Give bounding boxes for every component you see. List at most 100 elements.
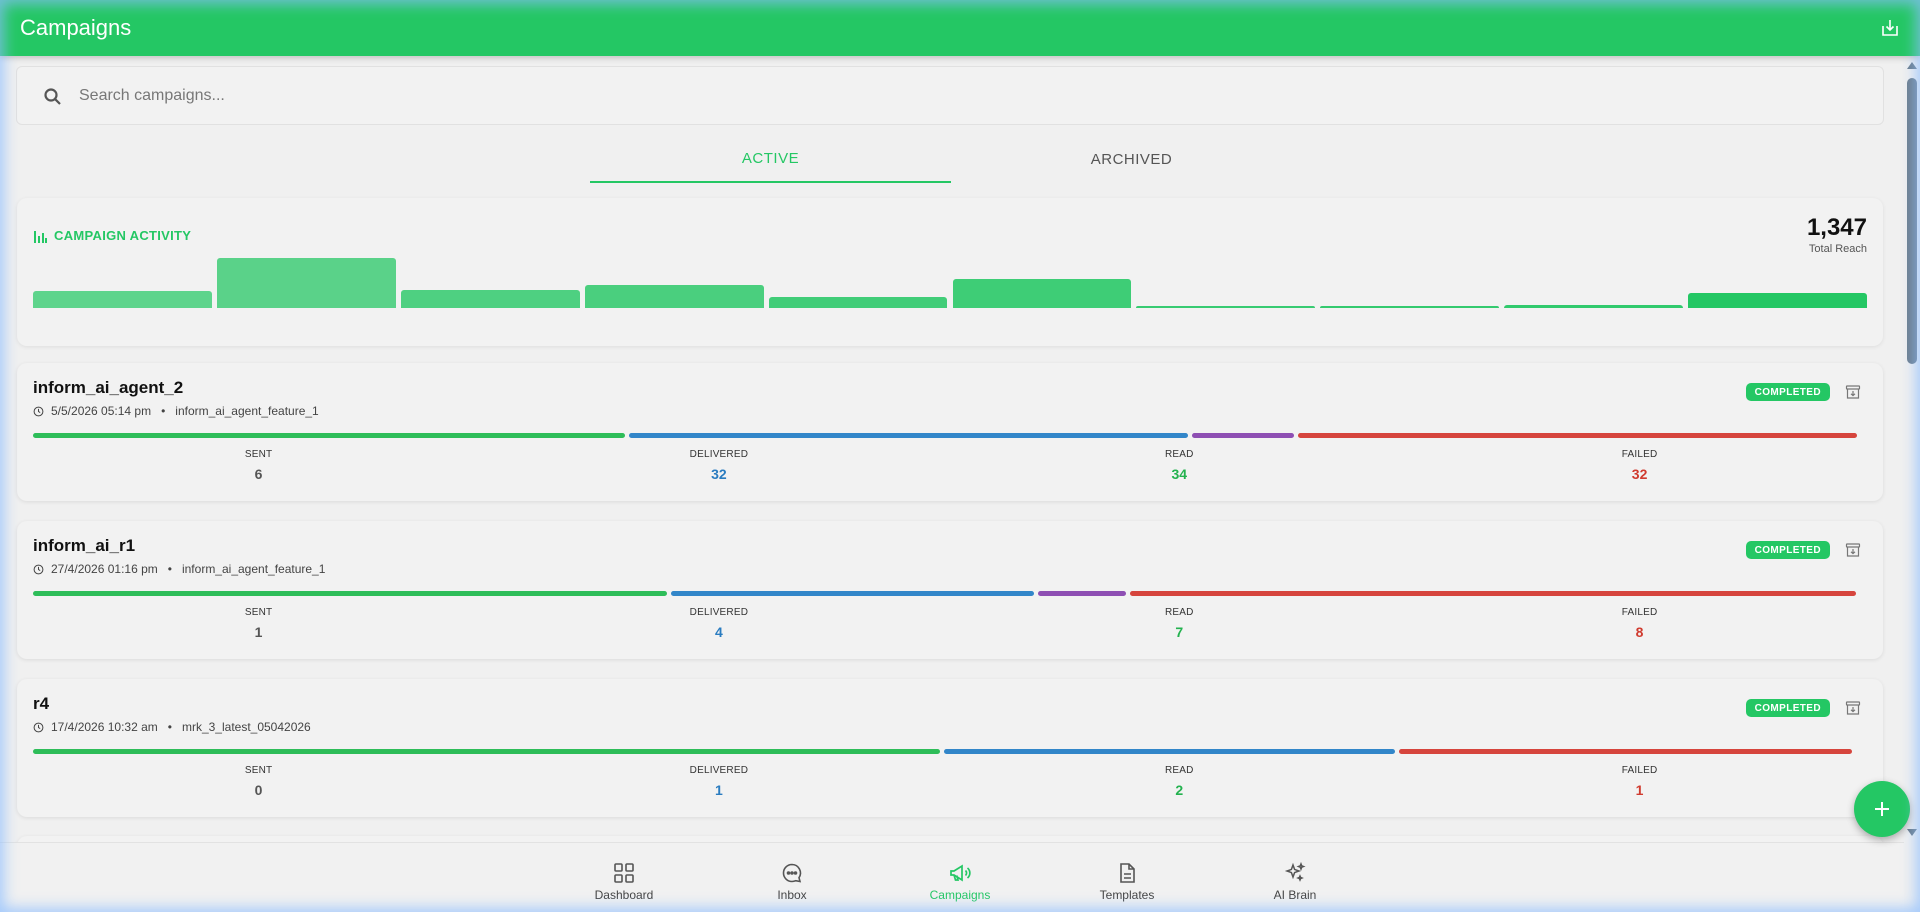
separator-dot: • [167,720,172,734]
progress-segment-sent [33,749,941,754]
search-icon [44,88,61,105]
nav-campaigns[interactable]: Campaigns [900,861,1020,902]
separator-dot: • [161,404,166,418]
campaign-card[interactable]: inform_ai_agent_2 5/5/2026 05:14 pm • infor… [17,363,1883,501]
progress-segment-failed [1298,433,1858,438]
campaign-name[interactable]: inform_ai_r1 [33,536,136,555]
stat-label-delivered: DELIVERED [689,607,749,618]
stats-row: SENT 1 DELIVERED 4 READ 7 FAILED 8 [33,607,1867,643]
stat-label-sent: SENT [244,765,273,776]
stat-value-delivered: 32 [711,466,727,482]
tab-active[interactable]: ACTIVE [590,136,951,183]
stat-sent: SENT 1 [159,607,359,640]
nav-inbox[interactable]: Inbox [732,861,852,902]
clock-icon [33,722,44,732]
campaign-card[interactable]: r4 17/4/2026 10:32 am • mrk_3_latest_050420… [17,679,1883,817]
activity-heading: CAMPAIGN ACTIVITY [33,228,191,243]
progress-segment-read [1192,433,1295,438]
stat-value-read: 34 [1171,466,1188,482]
download-icon [1882,20,1898,36]
sparkles-icon [1284,861,1306,882]
stats-row: SENT 0 DELIVERED 1 READ 2 FAILED 1 [33,765,1867,801]
add-campaign-button[interactable] [1854,781,1910,837]
nav-label-dashboard: Dashboard [594,888,654,902]
scrollbar[interactable] [1904,56,1920,842]
archive-button[interactable] [1843,540,1863,560]
campaign-meta: 5/5/2026 05:14 pm • inform_ai_agent_featur… [33,404,319,418]
archive-icon [1845,701,1861,715]
stat-failed: FAILED 1 [1540,765,1740,798]
campaign-name[interactable]: inform_ai_agent_2 [33,378,184,397]
stat-value-read: 7 [1175,624,1184,640]
progress-segment-failed [1399,749,1852,754]
scroll-up-arrow[interactable] [1907,62,1917,69]
main-content[interactable]: ACTIVE ARCHIVED CAMPAIGN ACTIVITY 1,347 … [0,56,1904,842]
activity-title: CAMPAIGN ACTIVITY [54,228,192,243]
nav-label-ai-brain: AI Brain [1273,888,1317,902]
scroll-down-arrow[interactable] [1907,829,1917,836]
delivery-progress [33,749,1867,755]
nav-dashboard[interactable]: Dashboard [564,861,684,902]
stat-label-sent: SENT [244,607,273,618]
archive-button[interactable] [1843,382,1863,402]
nav-label-inbox: Inbox [777,888,807,902]
activity-bar [1504,305,1684,308]
stat-delivered: DELIVERED 4 [619,607,819,640]
status-badge: COMPLETED [1745,699,1830,717]
tab-bar: ACTIVE ARCHIVED [590,136,1312,183]
stat-failed: FAILED 8 [1540,607,1740,640]
dashboard-grid-icon [614,863,634,883]
activity-bars [33,258,1867,308]
plus-icon [1875,802,1889,816]
progress-segment-delivered [671,591,1035,596]
stat-read: READ 2 [1079,765,1279,798]
campaign-activity-card: CAMPAIGN ACTIVITY 1,347 Total Reach [17,198,1883,346]
stat-value-read: 2 [1175,782,1184,798]
stat-label-read: READ [1164,607,1194,618]
progress-segment-sent [33,591,668,596]
stat-value-sent: 0 [254,782,263,798]
campaign-card[interactable]: inform_ai_r1 27/4/2026 01:16 pm • inform_ai… [17,521,1883,659]
nav-ai-brain[interactable]: AI Brain [1235,861,1355,902]
activity-bar [1688,293,1867,308]
stat-sent: SENT 6 [159,449,359,482]
stat-failed: FAILED 32 [1540,449,1740,482]
total-reach-value: 1,347 [1806,214,1867,241]
document-icon [1120,863,1135,883]
scroll-thumb[interactable] [1907,78,1917,364]
megaphone-icon [950,864,971,882]
campaign-meta: 17/4/2026 10:32 am • mrk_3_latest_05042026 [33,720,311,734]
nav-label-templates: Templates [1099,888,1155,902]
activity-bar [216,258,396,308]
bottom-navigation: Dashboard Inbox Campaigns Templates AI B… [0,842,1904,912]
campaign-datetime: 27/4/2026 01:16 pm [51,562,158,576]
archive-button[interactable] [1843,698,1863,718]
activity-bar [584,285,764,308]
stat-value-sent: 1 [254,624,263,640]
stat-value-delivered: 1 [715,782,723,798]
activity-bar [1136,306,1316,308]
stat-read: READ 34 [1079,449,1279,482]
progress-segment-failed [1129,591,1856,596]
campaign-datetime: 17/4/2026 10:32 am [51,720,158,734]
stat-label-delivered: DELIVERED [689,765,749,776]
status-badge: COMPLETED [1745,383,1830,401]
nav-templates[interactable]: Templates [1067,861,1187,902]
progress-segment-delivered [944,749,1396,754]
stat-label-failed: FAILED [1621,765,1658,776]
search-input[interactable] [79,67,1859,124]
archive-icon [1845,543,1861,557]
tab-archived[interactable]: ARCHIVED [1090,151,1173,168]
stat-label-delivered: DELIVERED [689,449,749,460]
status-badge: COMPLETED [1745,541,1830,559]
stat-label-failed: FAILED [1621,607,1658,618]
stats-row: SENT 6 DELIVERED 32 READ 34 FAILED 32 [33,449,1867,485]
campaign-card-partial[interactable] [17,836,1883,842]
page-title: Campaigns [20,15,132,40]
progress-segment-sent [33,433,626,438]
chat-bubble-icon [782,863,802,883]
export-button[interactable] [1878,16,1902,40]
campaign-name[interactable]: r4 [33,694,50,713]
stat-value-failed: 32 [1631,466,1648,482]
stat-sent: SENT 0 [159,765,359,798]
